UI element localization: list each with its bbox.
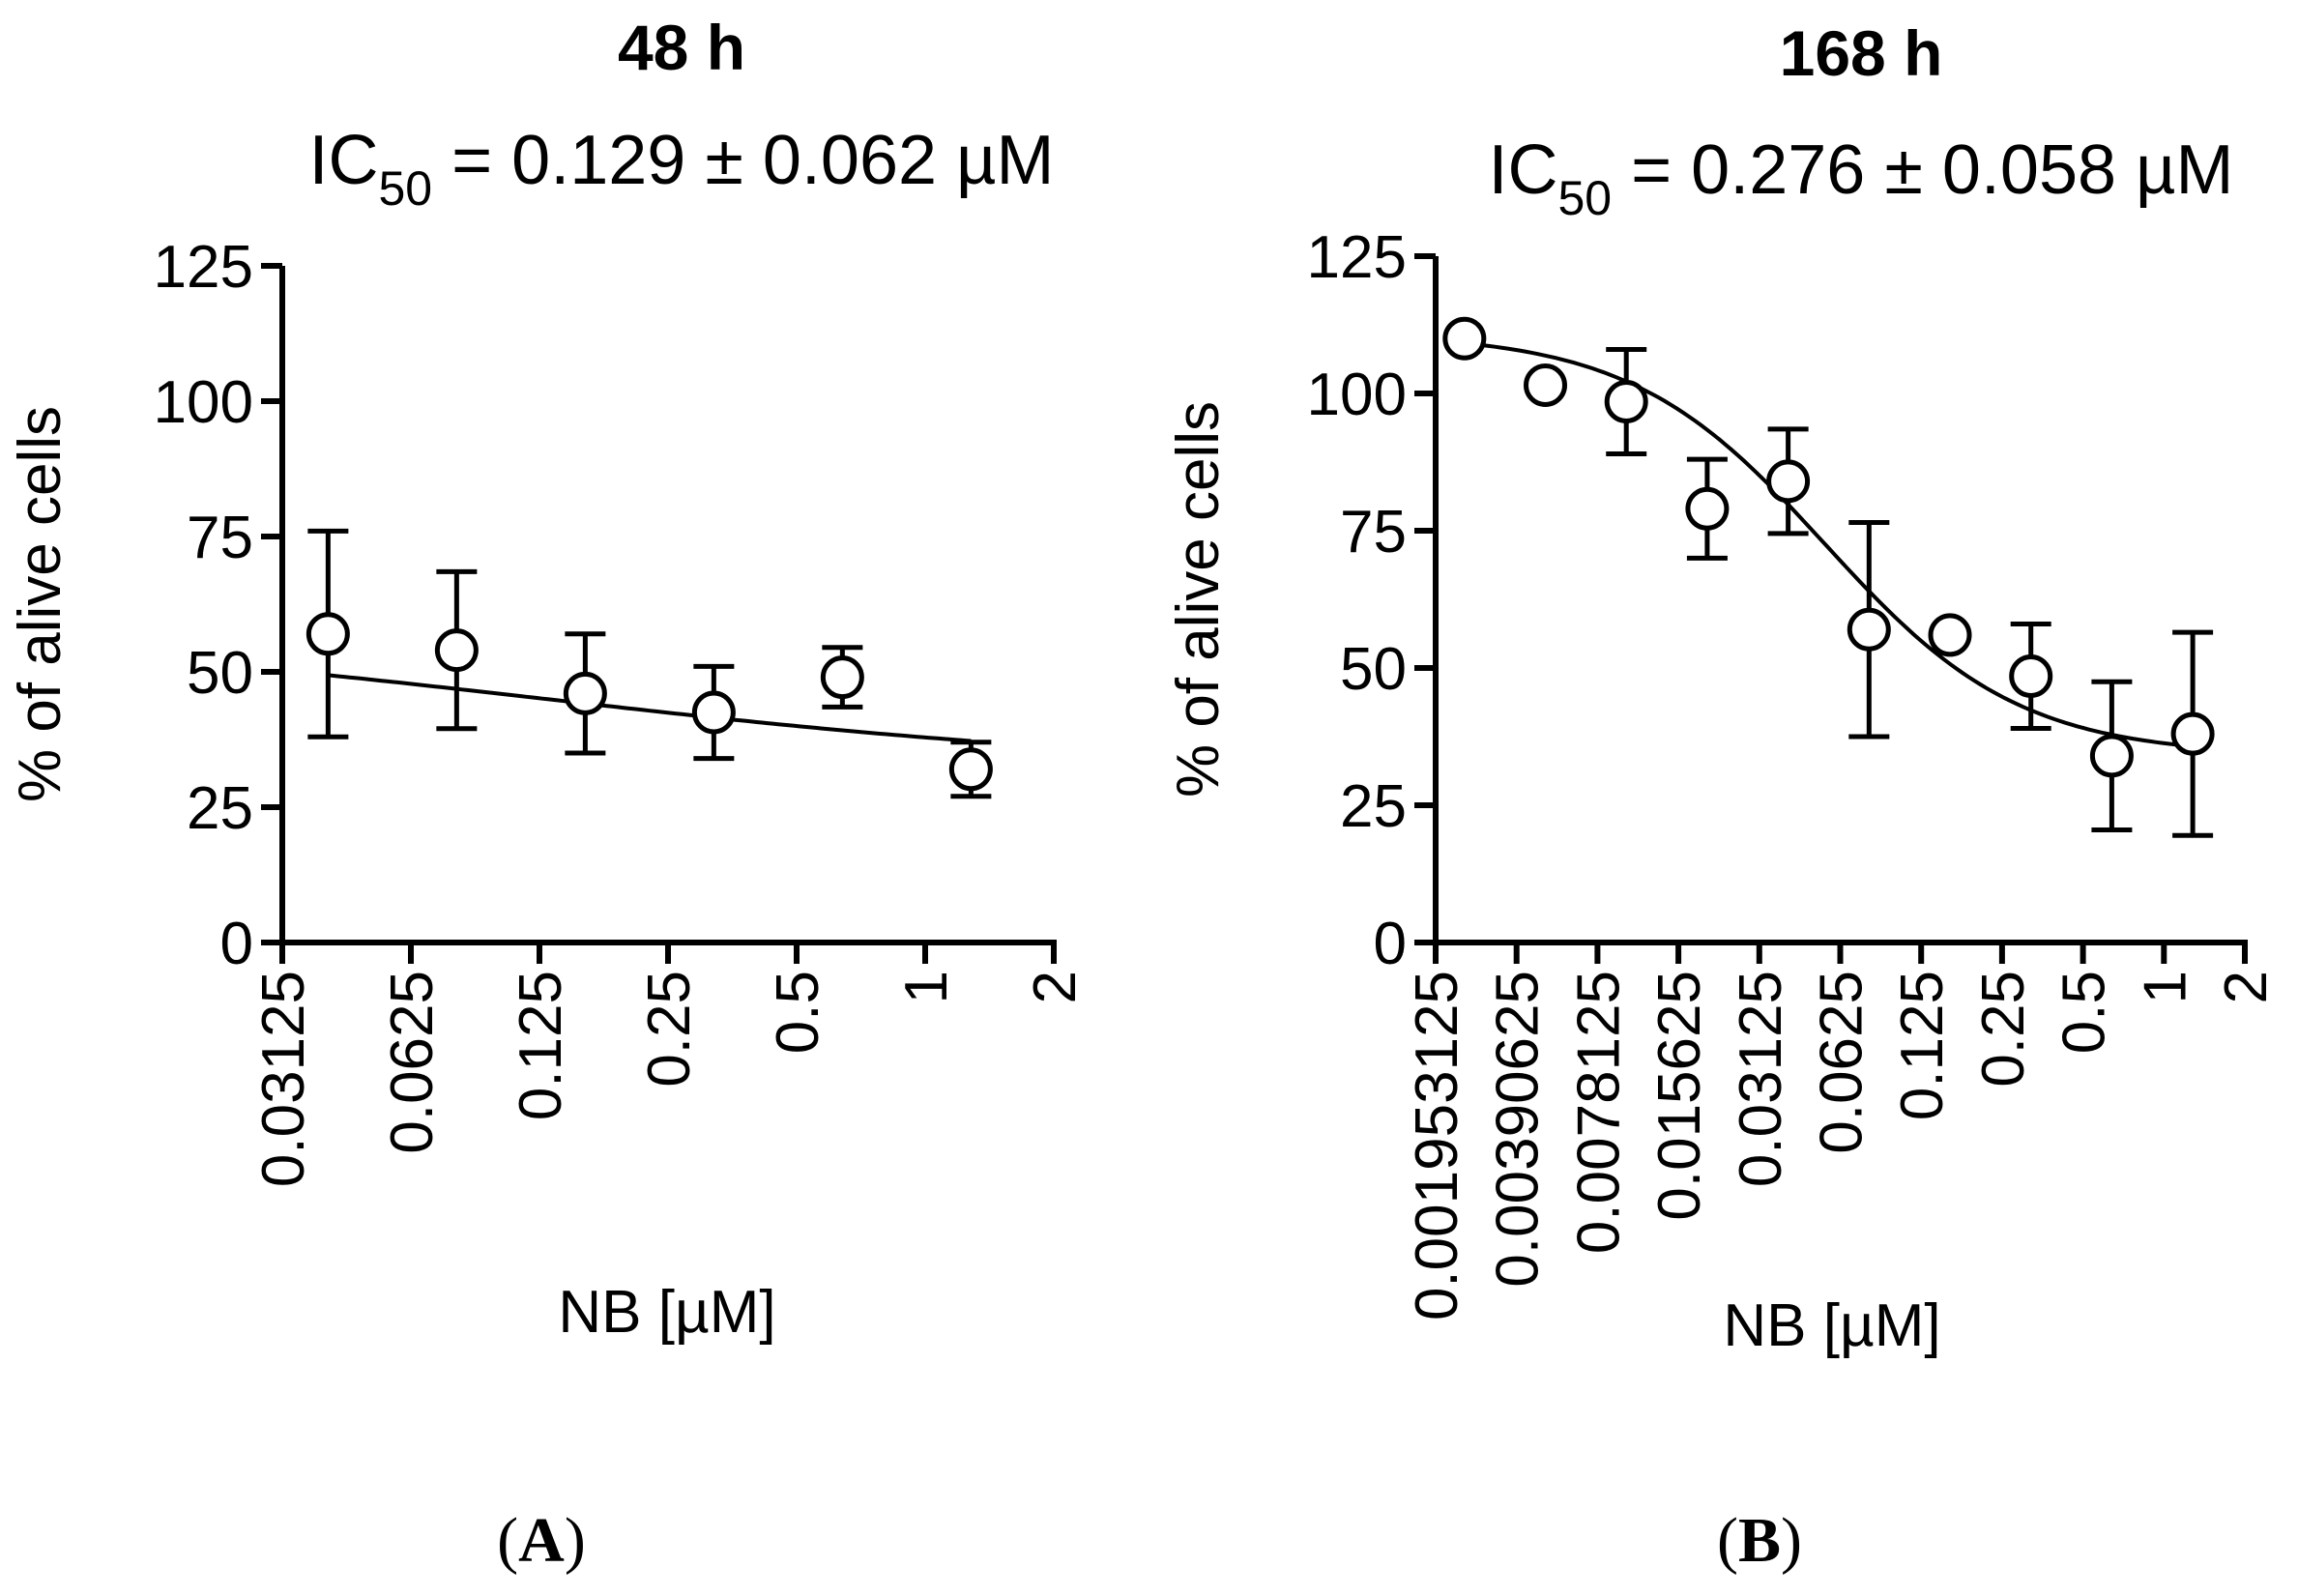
x-tick-label: 2 <box>2213 971 2280 1003</box>
y-tick-label: 100 <box>154 369 253 436</box>
ic50-prefix: IC <box>308 122 378 199</box>
x-tick-label: 0.0625 <box>1809 971 1876 1154</box>
ic50-value: = 0.129 ± 0.062 µM <box>432 122 1054 199</box>
x-tick-label: 2 <box>1022 971 1089 1003</box>
panel-label-open: ( <box>1717 1505 1738 1576</box>
y-tick-label: 0 <box>220 911 253 977</box>
y-tick-label: 50 <box>187 640 253 707</box>
y-tick-label: 125 <box>1307 224 1407 291</box>
x-tick-label: 0.0078125 <box>1565 971 1632 1254</box>
x-tick-label: 0.0625 <box>379 971 446 1154</box>
x-tick-label: 0.125 <box>508 971 574 1120</box>
ic50-label: IC50 = 0.129 ± 0.062 µM <box>308 122 1054 216</box>
x-tick-label: 0.015625 <box>1646 971 1713 1221</box>
panel-label: (A) <box>497 1505 586 1576</box>
data-point <box>1604 380 1648 424</box>
ic50-label: IC50 = 0.276 ± 0.058 µM <box>1488 131 2233 225</box>
x-tick-label: 0.00390625 <box>1485 971 1552 1288</box>
ic50-prefix: IC <box>1488 131 1557 209</box>
panel-label-close: ) <box>565 1505 586 1576</box>
y-tick-label: 100 <box>1307 362 1407 428</box>
data-point <box>1766 459 1811 504</box>
fit-curve <box>328 673 972 743</box>
ic50-subscript: 50 <box>378 161 432 216</box>
data-point <box>2170 711 2215 756</box>
data-point <box>820 655 864 700</box>
fit-curve <box>1464 341 2194 749</box>
data-point <box>1928 613 1972 657</box>
chart-title: 168 h <box>1780 17 1943 89</box>
y-tick-label: 125 <box>154 234 253 301</box>
ic50-value: = 0.276 ± 0.058 µM <box>1612 131 2233 209</box>
data-point <box>1524 363 1568 407</box>
data-point <box>563 671 607 715</box>
x-tick-label: 0.25 <box>636 971 703 1088</box>
ic50-subscript: 50 <box>1557 171 1612 225</box>
data-point <box>434 628 479 673</box>
panel-label-close: ) <box>1781 1505 1802 1576</box>
data-point <box>1442 316 1487 361</box>
x-tick-label: 0.001953125 <box>1404 971 1470 1320</box>
panel-label-open: ( <box>497 1505 518 1576</box>
panel-label-letter: B <box>1738 1505 1781 1576</box>
y-tick-label: 25 <box>187 775 253 842</box>
x-tick-label: 1 <box>2132 971 2198 1003</box>
x-tick-label: 0.03125 <box>1728 971 1794 1187</box>
chart-title: 48 h <box>618 12 745 83</box>
data-point <box>691 690 736 735</box>
panel-label-letter: A <box>518 1505 565 1576</box>
y-tick-label: 25 <box>1340 773 1407 840</box>
x-axis-label: NB [µM] <box>558 1279 775 1346</box>
y-tick-label: 0 <box>1374 911 1407 977</box>
data-point <box>2009 654 2053 699</box>
x-tick-label: 0.25 <box>1970 971 2037 1088</box>
data-point <box>1685 486 1730 531</box>
y-axis-label: % of alive cells <box>1165 401 1232 798</box>
x-tick-label: 0.5 <box>2051 971 2118 1054</box>
y-axis-label: % of alive cells <box>7 406 73 802</box>
data-point <box>1847 607 1891 652</box>
x-tick-label: 1 <box>893 971 960 1003</box>
y-tick-label: 75 <box>1340 499 1407 566</box>
data-point <box>2089 734 2134 778</box>
x-tick-label: 0.5 <box>765 971 831 1054</box>
data-point <box>305 612 350 656</box>
y-tick-label: 75 <box>187 505 253 571</box>
data-point <box>948 747 993 792</box>
panel-label: (B) <box>1717 1505 1802 1576</box>
x-tick-label: 0.03125 <box>250 971 317 1187</box>
x-tick-label: 0.125 <box>1889 971 1956 1120</box>
x-axis-label: NB [µM] <box>1723 1292 1940 1359</box>
y-tick-label: 50 <box>1340 636 1407 703</box>
